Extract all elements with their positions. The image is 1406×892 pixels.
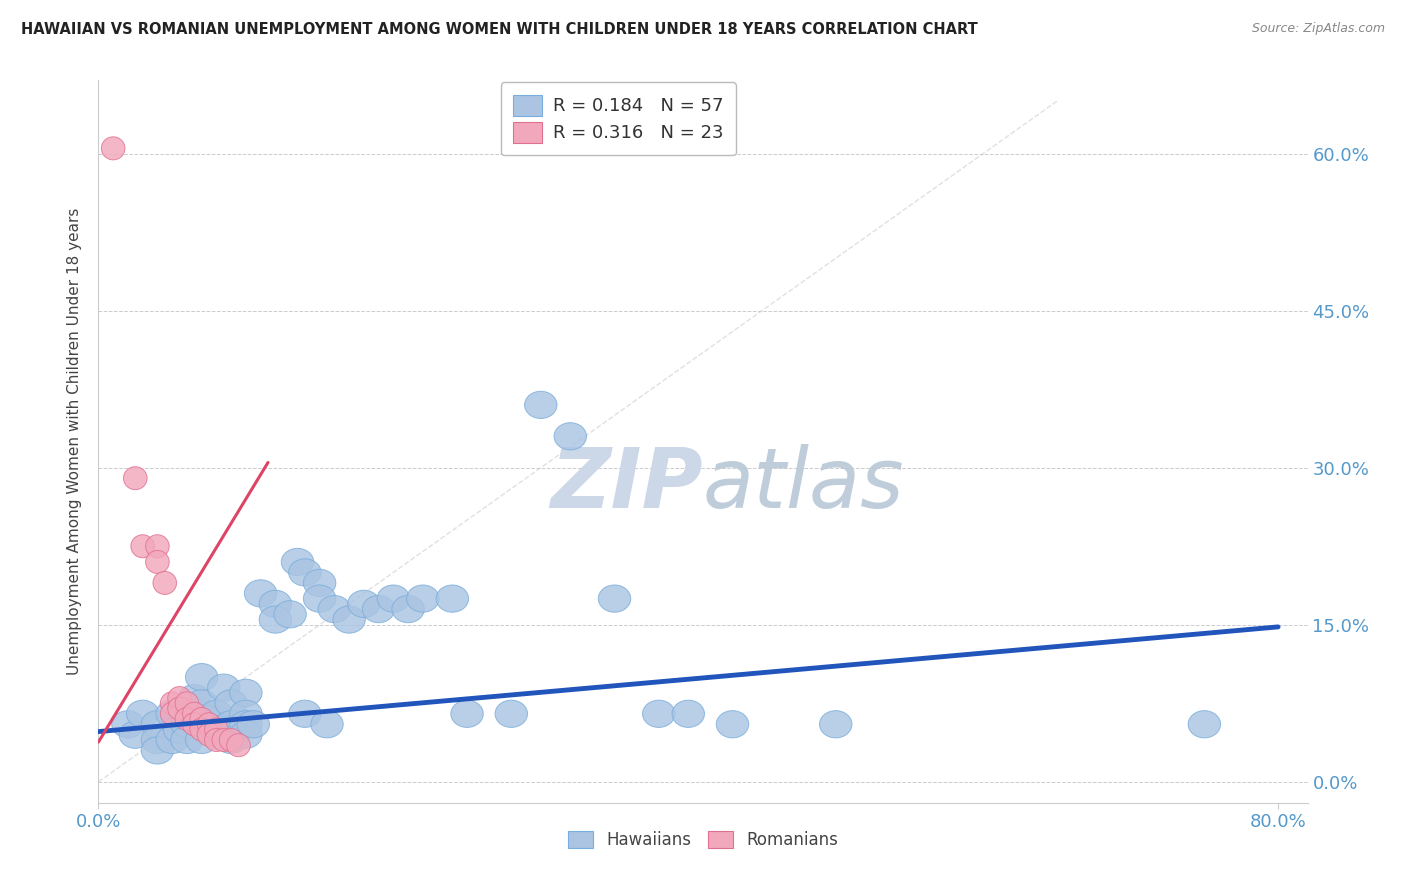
Ellipse shape: [127, 700, 159, 727]
Ellipse shape: [215, 690, 247, 717]
Ellipse shape: [167, 687, 191, 710]
Ellipse shape: [124, 467, 148, 490]
Ellipse shape: [212, 729, 236, 751]
Ellipse shape: [179, 684, 211, 712]
Ellipse shape: [197, 723, 221, 747]
Ellipse shape: [146, 534, 169, 558]
Ellipse shape: [186, 690, 218, 717]
Ellipse shape: [229, 700, 262, 727]
Ellipse shape: [170, 726, 202, 754]
Ellipse shape: [170, 711, 202, 738]
Ellipse shape: [200, 716, 232, 743]
Ellipse shape: [311, 711, 343, 738]
Ellipse shape: [208, 674, 240, 701]
Ellipse shape: [1188, 711, 1220, 738]
Ellipse shape: [215, 711, 247, 738]
Ellipse shape: [215, 726, 247, 754]
Ellipse shape: [281, 549, 314, 575]
Ellipse shape: [226, 734, 250, 756]
Ellipse shape: [245, 580, 277, 607]
Text: atlas: atlas: [703, 444, 904, 525]
Text: HAWAIIAN VS ROMANIAN UNEMPLOYMENT AMONG WOMEN WITH CHILDREN UNDER 18 YEARS CORRE: HAWAIIAN VS ROMANIAN UNEMPLOYMENT AMONG …: [21, 22, 977, 37]
Ellipse shape: [186, 726, 218, 754]
Ellipse shape: [193, 706, 225, 732]
Ellipse shape: [160, 702, 184, 725]
Ellipse shape: [820, 711, 852, 738]
Text: Source: ZipAtlas.com: Source: ZipAtlas.com: [1251, 22, 1385, 36]
Ellipse shape: [153, 572, 177, 594]
Ellipse shape: [304, 569, 336, 597]
Ellipse shape: [205, 729, 228, 751]
Ellipse shape: [170, 695, 202, 723]
Ellipse shape: [186, 711, 218, 738]
Ellipse shape: [146, 550, 169, 574]
Ellipse shape: [156, 700, 188, 727]
Ellipse shape: [183, 702, 207, 725]
Ellipse shape: [163, 716, 195, 743]
Ellipse shape: [274, 600, 307, 628]
Ellipse shape: [141, 711, 173, 738]
Ellipse shape: [183, 713, 207, 736]
Ellipse shape: [229, 721, 262, 748]
Ellipse shape: [186, 664, 218, 690]
Ellipse shape: [451, 700, 484, 727]
Ellipse shape: [436, 585, 468, 612]
Ellipse shape: [141, 726, 173, 754]
Ellipse shape: [156, 726, 188, 754]
Ellipse shape: [672, 700, 704, 727]
Ellipse shape: [599, 585, 631, 612]
Ellipse shape: [333, 606, 366, 633]
Ellipse shape: [229, 711, 262, 738]
Ellipse shape: [229, 679, 262, 706]
Ellipse shape: [167, 697, 191, 720]
Ellipse shape: [377, 585, 409, 612]
Ellipse shape: [190, 707, 214, 731]
Ellipse shape: [197, 713, 221, 736]
Ellipse shape: [176, 692, 198, 714]
Ellipse shape: [495, 700, 527, 727]
Ellipse shape: [288, 700, 321, 727]
Ellipse shape: [176, 707, 198, 731]
Ellipse shape: [101, 136, 125, 160]
Ellipse shape: [318, 596, 350, 623]
Ellipse shape: [524, 392, 557, 418]
Ellipse shape: [200, 700, 232, 727]
Ellipse shape: [219, 729, 243, 751]
Text: ZIP: ZIP: [550, 444, 703, 525]
Ellipse shape: [160, 692, 184, 714]
Ellipse shape: [120, 721, 152, 748]
Ellipse shape: [238, 711, 270, 738]
Ellipse shape: [288, 558, 321, 586]
Ellipse shape: [131, 534, 155, 558]
Ellipse shape: [259, 591, 291, 617]
Ellipse shape: [406, 585, 439, 612]
Ellipse shape: [205, 718, 228, 741]
Ellipse shape: [347, 591, 380, 617]
Ellipse shape: [304, 585, 336, 612]
Ellipse shape: [716, 711, 749, 738]
Ellipse shape: [643, 700, 675, 727]
Ellipse shape: [392, 596, 425, 623]
Ellipse shape: [554, 423, 586, 450]
Ellipse shape: [190, 718, 214, 741]
Legend: Hawaiians, Romanians: Hawaiians, Romanians: [561, 824, 845, 856]
Ellipse shape: [141, 737, 173, 764]
Ellipse shape: [363, 596, 395, 623]
Ellipse shape: [259, 606, 291, 633]
Y-axis label: Unemployment Among Women with Children Under 18 years: Unemployment Among Women with Children U…: [67, 208, 83, 675]
Ellipse shape: [111, 711, 145, 738]
